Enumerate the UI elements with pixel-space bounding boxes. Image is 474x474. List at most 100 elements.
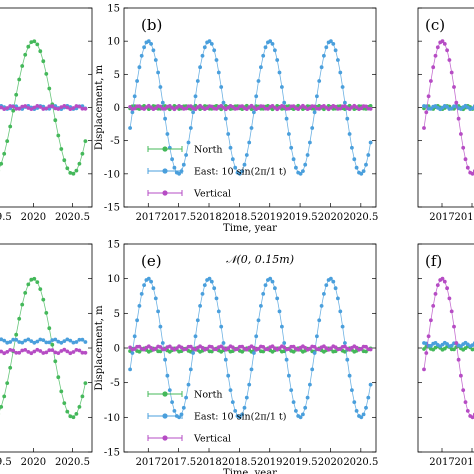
series-line-north: [0, 40, 86, 175]
data-point-vertical: [65, 349, 70, 354]
data-point-vertical: [445, 48, 449, 53]
data-point-north: [80, 394, 85, 399]
data-point-north: [65, 409, 70, 414]
data-point-vertical: [59, 349, 64, 353]
data-point-vertical: [465, 165, 470, 170]
data-point-east: [50, 338, 55, 342]
data-point-east: [226, 132, 231, 136]
data-point-east: [247, 382, 252, 387]
data-point-vertical: [14, 106, 19, 111]
data-point-east: [14, 337, 19, 342]
data-point-east: [249, 367, 254, 372]
data-point-east: [359, 171, 364, 176]
data-point-north: [0, 405, 4, 409]
data-point-vertical: [287, 347, 291, 351]
data-point-east: [167, 388, 172, 392]
data-point-east: [188, 126, 193, 130]
y-tick-label: 10: [107, 37, 120, 48]
data-point-vertical: [77, 348, 82, 353]
data-point-east: [470, 343, 474, 347]
panel-a: 2019.5 2020 2020.5: [0, 7, 93, 223]
data-point-vertical: [431, 304, 436, 308]
x-tick-label: 2018.5: [222, 212, 257, 223]
data-point-east: [242, 405, 247, 410]
data-point-east: [29, 339, 34, 343]
data-point-east: [240, 169, 245, 174]
data-point-north: [59, 147, 64, 151]
data-point-east: [233, 165, 238, 170]
data-point-vertical: [11, 348, 16, 353]
data-point-east: [163, 116, 168, 121]
data-point-east: [160, 100, 165, 105]
data-point-vertical: [35, 347, 40, 352]
data-point-east: [354, 409, 359, 413]
data-point-vertical: [74, 104, 79, 108]
data-point-east: [132, 334, 137, 339]
data-point-vertical: [368, 347, 373, 352]
data-point-east: [177, 171, 182, 176]
data-point-east: [289, 388, 294, 392]
data-point-east: [338, 70, 343, 75]
data-point-north: [68, 171, 73, 175]
y-tick-label: 5: [114, 309, 120, 320]
data-point-north: [62, 158, 67, 163]
data-point-east: [282, 341, 287, 345]
data-point-east: [153, 296, 158, 301]
data-point-east: [259, 304, 263, 308]
x-tick-label: 2019: [257, 212, 282, 223]
data-point-east: [0, 337, 4, 342]
data-point-east: [20, 340, 25, 345]
data-point-east: [202, 45, 207, 50]
legend-label: East: 10 sin(2π/1 t): [194, 167, 286, 178]
data-point-east: [130, 351, 135, 355]
data-point-vertical: [426, 94, 431, 99]
data-point-vertical: [2, 107, 7, 111]
x-tick-label: 2017.5: [455, 457, 474, 468]
data-point-vertical: [2, 351, 7, 356]
data-point-north: [23, 52, 28, 57]
data-point-north: [80, 151, 85, 156]
data-point-east: [361, 412, 366, 417]
x-tick-label: 2017: [429, 457, 454, 468]
data-point-vertical: [454, 100, 459, 105]
data-point-east: [284, 357, 289, 362]
data-point-north: [17, 316, 22, 321]
panel-tag: (f): [425, 252, 442, 270]
data-point-north: [71, 415, 76, 420]
x-tick-label: 2020: [318, 457, 343, 468]
data-point-east: [83, 340, 88, 344]
data-point-north: [2, 151, 7, 156]
data-point-vertical: [424, 351, 429, 355]
data-point-east: [130, 110, 135, 115]
data-point-east: [244, 395, 249, 400]
data-point-north: [422, 347, 426, 351]
data-point-north: [83, 381, 88, 385]
data-point-east: [216, 70, 221, 75]
data-point-east: [280, 324, 284, 329]
data-point-east: [47, 340, 52, 345]
data-point-east: [181, 162, 186, 167]
data-point-east: [237, 171, 242, 176]
x-tick-label: 2018: [196, 212, 221, 223]
data-point-north: [41, 59, 46, 64]
data-point-east: [77, 337, 82, 342]
data-point-north: [14, 92, 19, 97]
data-point-east: [198, 65, 203, 70]
data-point-vertical: [158, 345, 163, 349]
data-point-vertical: [41, 107, 46, 111]
x-tick-label: 2019.5: [0, 457, 12, 468]
data-point-north: [74, 412, 79, 416]
data-point-east: [146, 276, 151, 281]
data-point-east: [470, 106, 474, 110]
data-point-east: [244, 153, 249, 157]
panel-tag-group: (e): [138, 251, 169, 272]
data-point-east: [280, 85, 284, 89]
data-point-east: [340, 324, 345, 329]
data-point-east: [275, 296, 280, 301]
data-point-vertical: [433, 53, 438, 58]
legend-label: Vertical: [193, 434, 231, 445]
data-point-east: [2, 338, 7, 343]
data-point-east: [200, 53, 205, 58]
data-point-north: [71, 171, 76, 176]
